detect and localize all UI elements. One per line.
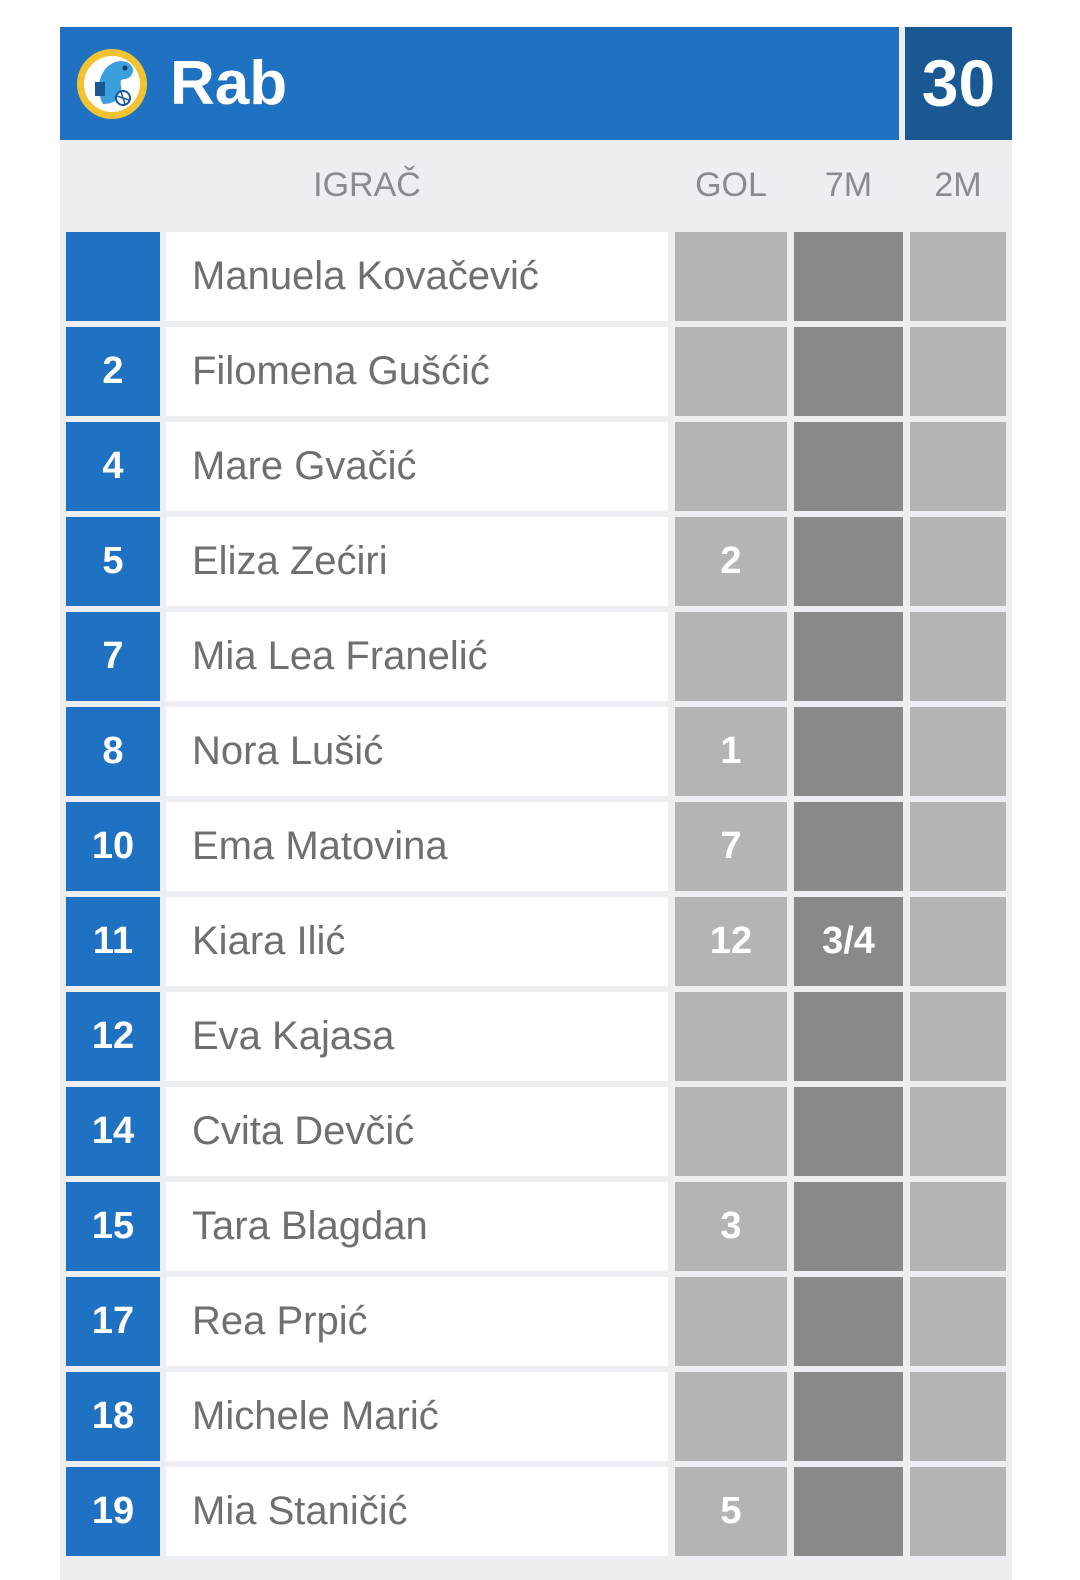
- player-row[interactable]: 8 Nora Lušić 1: [60, 707, 1012, 796]
- player-row[interactable]: 19 Mia Staničić 5: [60, 1467, 1012, 1556]
- player-goals: [675, 612, 787, 701]
- column-header-player: IGRAČ: [313, 166, 421, 204]
- player-7m: [794, 1467, 903, 1556]
- player-name: Ema Matovina: [166, 802, 668, 891]
- column-header-2m: 2M: [934, 166, 982, 204]
- player-2m: [910, 517, 1006, 606]
- player-row[interactable]: 4 Mare Gvačić: [60, 422, 1012, 511]
- player-goals: [675, 1372, 787, 1461]
- player-7m: [794, 517, 903, 606]
- player-row[interactable]: 7 Mia Lea Franelić: [60, 612, 1012, 701]
- player-name: Mia Lea Franelić: [166, 612, 668, 701]
- player-7m: [794, 612, 903, 701]
- player-name: Nora Lušić: [166, 707, 668, 796]
- team-score: 30: [905, 27, 1012, 140]
- player-7m: [794, 1087, 903, 1176]
- player-name: Mia Staničić: [166, 1467, 668, 1556]
- player-goals: 3: [675, 1182, 787, 1271]
- player-goals: 1: [675, 707, 787, 796]
- player-7m: [794, 327, 903, 416]
- player-number: 5: [66, 517, 160, 606]
- player-name: Cvita Devčić: [166, 1087, 668, 1176]
- team-stats-card: Rab 30 IGRAČ GOL 7M 2M Manuela Kovačević…: [60, 27, 1012, 1580]
- player-row[interactable]: 17 Rea Prpić: [60, 1277, 1012, 1366]
- player-goals: 5: [675, 1467, 787, 1556]
- player-name: Tara Blagdan: [166, 1182, 668, 1271]
- player-number: 14: [66, 1087, 160, 1176]
- player-2m: [910, 897, 1006, 986]
- column-header-gol: GOL: [695, 166, 767, 204]
- player-row[interactable]: 12 Eva Kajasa: [60, 992, 1012, 1081]
- column-header-7m: 7M: [824, 166, 873, 204]
- player-row[interactable]: 11 Kiara Ilić 12 3/4: [60, 897, 1012, 986]
- player-name: Kiara Ilić: [166, 897, 668, 986]
- player-name: Michele Marić: [166, 1372, 668, 1461]
- player-name: Mare Gvačić: [166, 422, 668, 511]
- player-number: 4: [66, 422, 160, 511]
- player-number: [66, 232, 160, 321]
- team-name: Rab: [170, 49, 288, 118]
- player-name: Filomena Gušćić: [166, 327, 668, 416]
- player-number: 10: [66, 802, 160, 891]
- player-2m: [910, 992, 1006, 1081]
- player-number: 7: [66, 612, 160, 701]
- player-goals: [675, 1087, 787, 1176]
- player-row[interactable]: Manuela Kovačević: [60, 232, 1012, 321]
- player-2m: [910, 422, 1006, 511]
- player-number: 2: [66, 327, 160, 416]
- player-2m: [910, 1087, 1006, 1176]
- player-2m: [910, 707, 1006, 796]
- player-goals: 7: [675, 802, 787, 891]
- player-name: Rea Prpić: [166, 1277, 668, 1366]
- player-7m: [794, 1277, 903, 1366]
- player-goals: [675, 422, 787, 511]
- player-goals: [675, 232, 787, 321]
- player-number: 8: [66, 707, 160, 796]
- player-goals: [675, 992, 787, 1081]
- team-header: Rab: [60, 27, 899, 140]
- player-7m: [794, 232, 903, 321]
- player-7m: [794, 707, 903, 796]
- player-2m: [910, 612, 1006, 701]
- player-2m: [910, 327, 1006, 416]
- player-name: Manuela Kovačević: [166, 232, 668, 321]
- player-7m: [794, 1182, 903, 1271]
- player-row[interactable]: 14 Cvita Devčić: [60, 1087, 1012, 1176]
- player-2m: [910, 1467, 1006, 1556]
- player-name: Eliza Zećiri: [166, 517, 668, 606]
- player-goals: [675, 327, 787, 416]
- player-number: 12: [66, 992, 160, 1081]
- player-7m: [794, 1372, 903, 1461]
- player-2m: [910, 1182, 1006, 1271]
- player-2m: [910, 1372, 1006, 1461]
- player-7m: [794, 802, 903, 891]
- player-row[interactable]: 2 Filomena Gušćić: [60, 327, 1012, 416]
- player-number: 19: [66, 1467, 160, 1556]
- player-number: 15: [66, 1182, 160, 1271]
- player-row[interactable]: 10 Ema Matovina 7: [60, 802, 1012, 891]
- player-name: Eva Kajasa: [166, 992, 668, 1081]
- player-goals: 2: [675, 517, 787, 606]
- player-number: 18: [66, 1372, 160, 1461]
- player-row[interactable]: 5 Eliza Zećiri 2: [60, 517, 1012, 606]
- player-7m: 3/4: [794, 897, 903, 986]
- player-row[interactable]: 18 Michele Marić: [60, 1372, 1012, 1461]
- player-goals: [675, 1277, 787, 1366]
- player-7m: [794, 992, 903, 1081]
- player-goals: 12: [675, 897, 787, 986]
- player-number: 17: [66, 1277, 160, 1366]
- player-2m: [910, 802, 1006, 891]
- player-row[interactable]: 15 Tara Blagdan 3: [60, 1182, 1012, 1271]
- club-logo: [77, 49, 147, 119]
- player-7m: [794, 422, 903, 511]
- player-2m: [910, 232, 1006, 321]
- player-number: 11: [66, 897, 160, 986]
- player-2m: [910, 1277, 1006, 1366]
